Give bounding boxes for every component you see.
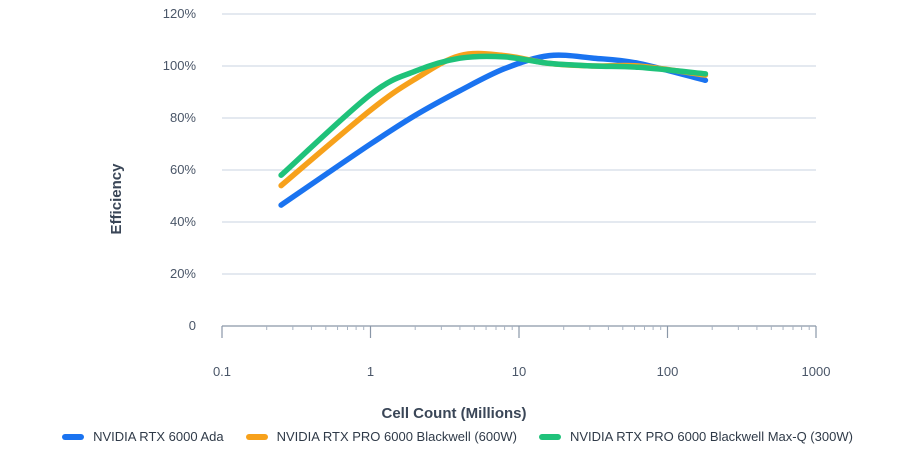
x-tick-label: 0.1 bbox=[213, 364, 231, 379]
y-tick-label: 120% bbox=[163, 6, 197, 21]
y-axis-ticks: 0 20% 40% 60% 80% 100% 120% bbox=[163, 6, 197, 333]
legend-swatch bbox=[245, 433, 268, 440]
legend-swatch bbox=[538, 433, 561, 440]
series-lines bbox=[278, 50, 709, 208]
x-tick-label: 1 bbox=[367, 364, 374, 379]
legend-label: NVIDIA RTX PRO 6000 Blackwell Max-Q (300… bbox=[569, 429, 853, 444]
y-tick-label: 80% bbox=[170, 110, 196, 125]
series-line bbox=[278, 52, 709, 208]
y-tick-label: 60% bbox=[170, 162, 196, 177]
x-tick-label: 1000 bbox=[802, 364, 831, 379]
y-tick-label: 40% bbox=[170, 214, 196, 229]
x-axis-title: Cell Count (Millions) bbox=[382, 405, 527, 422]
x-tick-label: 10 bbox=[512, 364, 526, 379]
y-tick-label: 0 bbox=[189, 318, 196, 333]
x-axis-ticks: 0.1 1 10 100 1000 bbox=[213, 326, 831, 379]
legend-label: NVIDIA RTX PRO 6000 Blackwell (600W) bbox=[276, 429, 517, 444]
y-tick-label: 20% bbox=[170, 266, 196, 281]
y-axis-title: Efficiency bbox=[108, 163, 125, 235]
legend-item-rtx-pro-6000-max-q-300w[interactable]: NVIDIA RTX PRO 6000 Blackwell Max-Q (300… bbox=[538, 429, 853, 444]
x-tick-label: 100 bbox=[657, 364, 679, 379]
chart-legend: NVIDIA RTX 6000 Ada NVIDIA RTX PRO 6000 … bbox=[0, 429, 915, 444]
y-tick-label: 100% bbox=[163, 58, 197, 73]
legend-label: NVIDIA RTX 6000 Ada bbox=[93, 429, 224, 444]
legend-item-rtx-pro-6000-600w[interactable]: NVIDIA RTX PRO 6000 Blackwell (600W) bbox=[245, 429, 517, 444]
series-line bbox=[278, 53, 709, 178]
legend-swatch bbox=[62, 433, 85, 440]
legend-item-rtx-6000-ada[interactable]: NVIDIA RTX 6000 Ada bbox=[62, 429, 224, 444]
